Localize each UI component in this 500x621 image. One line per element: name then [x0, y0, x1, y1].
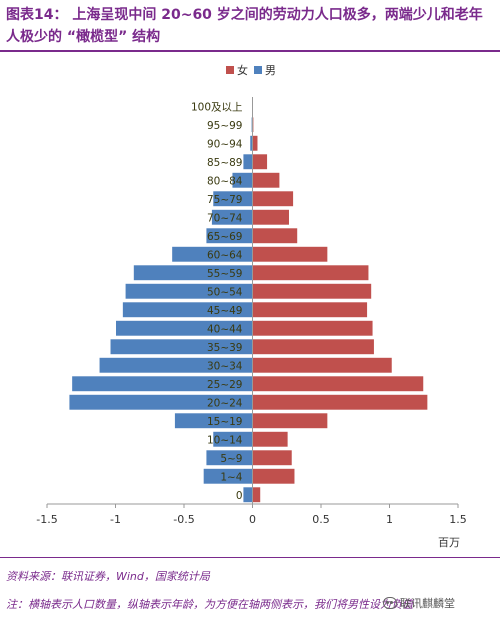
- bar-male-0: [242, 486, 254, 504]
- x-tick-label-6: 1.5: [449, 513, 467, 526]
- y-tick-label-10: 45~49: [207, 305, 243, 317]
- y-tick-label-13: 60~64: [207, 249, 243, 261]
- y-tick-label-8: 35~39: [207, 342, 243, 354]
- bar-female-15: [252, 208, 290, 226]
- bar-female-8: [252, 338, 375, 356]
- legend-label-male: 男: [265, 64, 276, 77]
- y-tick-label-15: 70~74: [207, 212, 243, 224]
- bar-female-10: [252, 301, 369, 319]
- y-tick-label-17: 80~84: [207, 175, 243, 187]
- x-tick-label-4: 0.5: [312, 513, 330, 526]
- footer-divider: [0, 557, 500, 558]
- x-tick-label-1: -1: [110, 513, 121, 526]
- bar-female-11: [252, 282, 373, 300]
- y-tick-label-0: 0: [236, 490, 243, 502]
- y-tick-label-5: 20~24: [207, 397, 243, 409]
- x-tick-label-5: 1: [386, 513, 393, 526]
- y-tick-label-1: 1~4: [220, 471, 242, 483]
- y-tick-label-20: 95~99: [207, 120, 243, 132]
- y-tick-label-11: 50~54: [207, 286, 243, 298]
- bar-female-18: [252, 153, 269, 171]
- x-tick-label-3: 0: [249, 513, 256, 526]
- bar-female-14: [252, 227, 299, 245]
- bar-male-18: [242, 153, 254, 171]
- source-note: 资料来源：联讯证券，Wind，国家统计局: [6, 570, 210, 583]
- chart-title: 图表14： 上海呈现中间 20~60 岁之间的劳动力人口极多，两端少儿和老年人极…: [6, 7, 483, 45]
- bar-female-4: [252, 412, 329, 430]
- bar-female-19: [252, 134, 259, 152]
- x-tick-label-0: -1.5: [36, 513, 57, 526]
- legend-swatch-female: [226, 66, 234, 74]
- wechat-icon: [383, 597, 397, 609]
- y-tick-label-14: 65~69: [207, 231, 243, 243]
- bar-female-17: [252, 171, 281, 189]
- bar-female-2: [252, 449, 293, 467]
- y-tick-label-6: 25~29: [207, 379, 243, 391]
- y-tick-label-21: 100及以上: [191, 101, 243, 113]
- y-tick-label-2: 5~9: [220, 453, 242, 465]
- population-pyramid-chart: 女 男 0 1~4 5~9 10~14 15~19 20~24 25~29 30~34 35~39 4…: [36, 63, 467, 549]
- title-divider: [0, 50, 500, 52]
- watermark: 联讯麒麟堂: [383, 595, 455, 611]
- y-tick-label-4: 15~19: [207, 416, 243, 428]
- bar-female-1: [252, 467, 296, 485]
- y-tick-label-19: 90~94: [207, 138, 243, 150]
- y-tick-label-3: 10~14: [207, 434, 243, 446]
- bar-female-13: [252, 245, 329, 263]
- bar-female-3: [252, 430, 289, 448]
- bar-female-12: [252, 264, 370, 282]
- bar-female-6: [252, 375, 425, 393]
- y-tick-label-7: 30~34: [207, 360, 243, 372]
- y-tick-label-12: 55~59: [207, 268, 243, 280]
- bar-female-5: [252, 393, 429, 411]
- bar-female-0: [252, 486, 262, 504]
- y-tick-label-18: 85~89: [207, 157, 243, 169]
- bar-female-9: [252, 319, 374, 337]
- bar-female-7: [252, 356, 393, 374]
- bar-female-16: [252, 190, 295, 208]
- legend-label-female: 女: [237, 63, 248, 77]
- legend-swatch-male: [254, 66, 262, 74]
- x-tick-label-2: -0.5: [173, 513, 194, 526]
- footnote: 注：横轴表示人口数量，纵轴表示年龄，为方便在轴两侧表示，我们将男性设为负值: [6, 598, 413, 611]
- y-tick-label-9: 40~44: [207, 323, 243, 335]
- x-unit-label: 百万: [438, 536, 460, 549]
- y-tick-label-16: 75~79: [207, 194, 243, 206]
- watermark-text: 联讯麒麟堂: [400, 597, 455, 610]
